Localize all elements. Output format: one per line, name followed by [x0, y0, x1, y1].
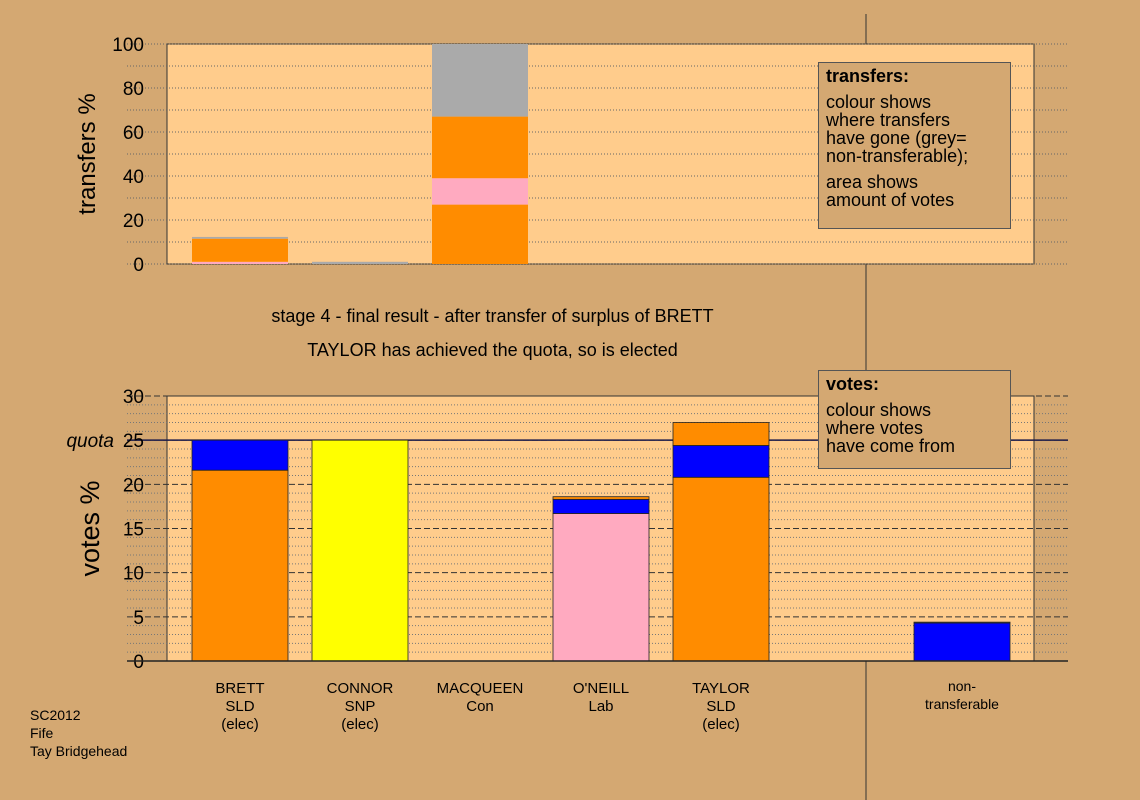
- votes-y-tick-label: 5: [133, 608, 144, 629]
- transfers-bar-segment: [192, 238, 288, 262]
- footer-info: SC2012 Fife Tay Bridgehead: [30, 706, 127, 760]
- transfers-bar-segment: [432, 44, 528, 117]
- council-name: Fife: [30, 725, 54, 741]
- candidate-label: SNP: [345, 698, 376, 715]
- votes-y-tick-label: 10: [123, 564, 144, 585]
- votes-bar-segment: [672, 476, 770, 662]
- votes-bar-segment: [311, 439, 409, 662]
- votes-bar-segment: [191, 469, 289, 662]
- transfers-y-tick-label: 100: [112, 35, 144, 56]
- votes-y-axis-label: votes %: [75, 480, 105, 576]
- candidate-label: (elec): [702, 716, 740, 733]
- transfers-y-tick-label: 60: [123, 123, 144, 144]
- candidate-label: O'NEILL: [573, 680, 629, 697]
- transfers-y-tick-label: 20: [123, 211, 144, 232]
- candidate-label: MACQUEEN: [437, 680, 524, 697]
- votes-bar-segment: [191, 439, 289, 471]
- transfers-y-tick-label: 80: [123, 79, 144, 100]
- candidate-label: transferable: [925, 696, 999, 712]
- candidate-label: SLD: [225, 698, 254, 715]
- candidate-label: TAYLOR: [692, 680, 750, 697]
- transfers-legend-line: colour shows: [826, 92, 932, 112]
- transfers-bar-segment: [192, 236, 288, 239]
- elected-caption: TAYLOR has achieved the quota, so is ele…: [307, 340, 678, 360]
- votes-bar-segment: [672, 422, 770, 446]
- transfers-bar-segment: [192, 261, 288, 264]
- votes-y-tick-label: 0: [133, 652, 144, 673]
- transfers-bar-segment: [312, 261, 408, 264]
- votes-bar-segment: [552, 496, 650, 500]
- stage-caption: stage 4 - final result - after transfer …: [271, 306, 714, 326]
- transfers-legend: transfers: colour shows where transfers …: [818, 62, 1011, 229]
- votes-y-tick-label: 30: [123, 387, 144, 408]
- candidate-label: Con: [466, 698, 494, 715]
- votes-legend-title: votes:: [826, 374, 880, 394]
- votes-y-tick-label: 20: [123, 475, 144, 496]
- votes-legend-line: colour shows: [826, 400, 932, 420]
- votes-y-tick-label: 25: [123, 431, 144, 452]
- votes-y-tick-label: 15: [123, 520, 144, 541]
- election-code: SC2012: [30, 707, 81, 723]
- transfers-y-axis-label: transfers %: [74, 93, 101, 214]
- ward-name: Tay Bridgehead: [30, 743, 128, 759]
- quota-label: quota: [66, 431, 114, 452]
- candidate-label: SLD: [706, 698, 735, 715]
- transfers-y-tick-label: 0: [133, 255, 144, 276]
- votes-legend: votes: colour shows where votes have com…: [818, 370, 1011, 469]
- transfers-legend-line: non-transferable);: [826, 146, 969, 166]
- transfers-legend-line: have gone (grey=: [826, 128, 967, 148]
- transfers-y-tick-label: 40: [123, 167, 144, 188]
- candidate-label: (elec): [341, 716, 379, 733]
- transfers-legend-line: amount of votes: [826, 190, 955, 210]
- transfers-bar-segment: [432, 204, 528, 264]
- candidate-label: CONNOR: [327, 680, 394, 697]
- candidate-label: non-: [948, 678, 976, 694]
- votes-bar-segment: [913, 621, 1011, 624]
- candidate-label: BRETT: [215, 680, 264, 697]
- votes-bar-segment: [552, 513, 650, 662]
- votes-bar-segment: [913, 622, 1011, 662]
- votes-bar-segment: [552, 498, 650, 514]
- transfers-legend-line: where transfers: [826, 110, 951, 130]
- candidate-label: Lab: [588, 698, 613, 715]
- transfers-legend-title: transfers:: [826, 66, 910, 86]
- candidate-label: (elec): [221, 716, 259, 733]
- transfers-bar-segment: [432, 116, 528, 179]
- votes-legend-line: where votes: [826, 418, 924, 438]
- votes-legend-line: have come from: [826, 436, 956, 456]
- transfers-bar-segment: [432, 178, 528, 205]
- votes-bar-segment: [672, 445, 770, 478]
- transfers-legend-line: area shows: [826, 172, 919, 192]
